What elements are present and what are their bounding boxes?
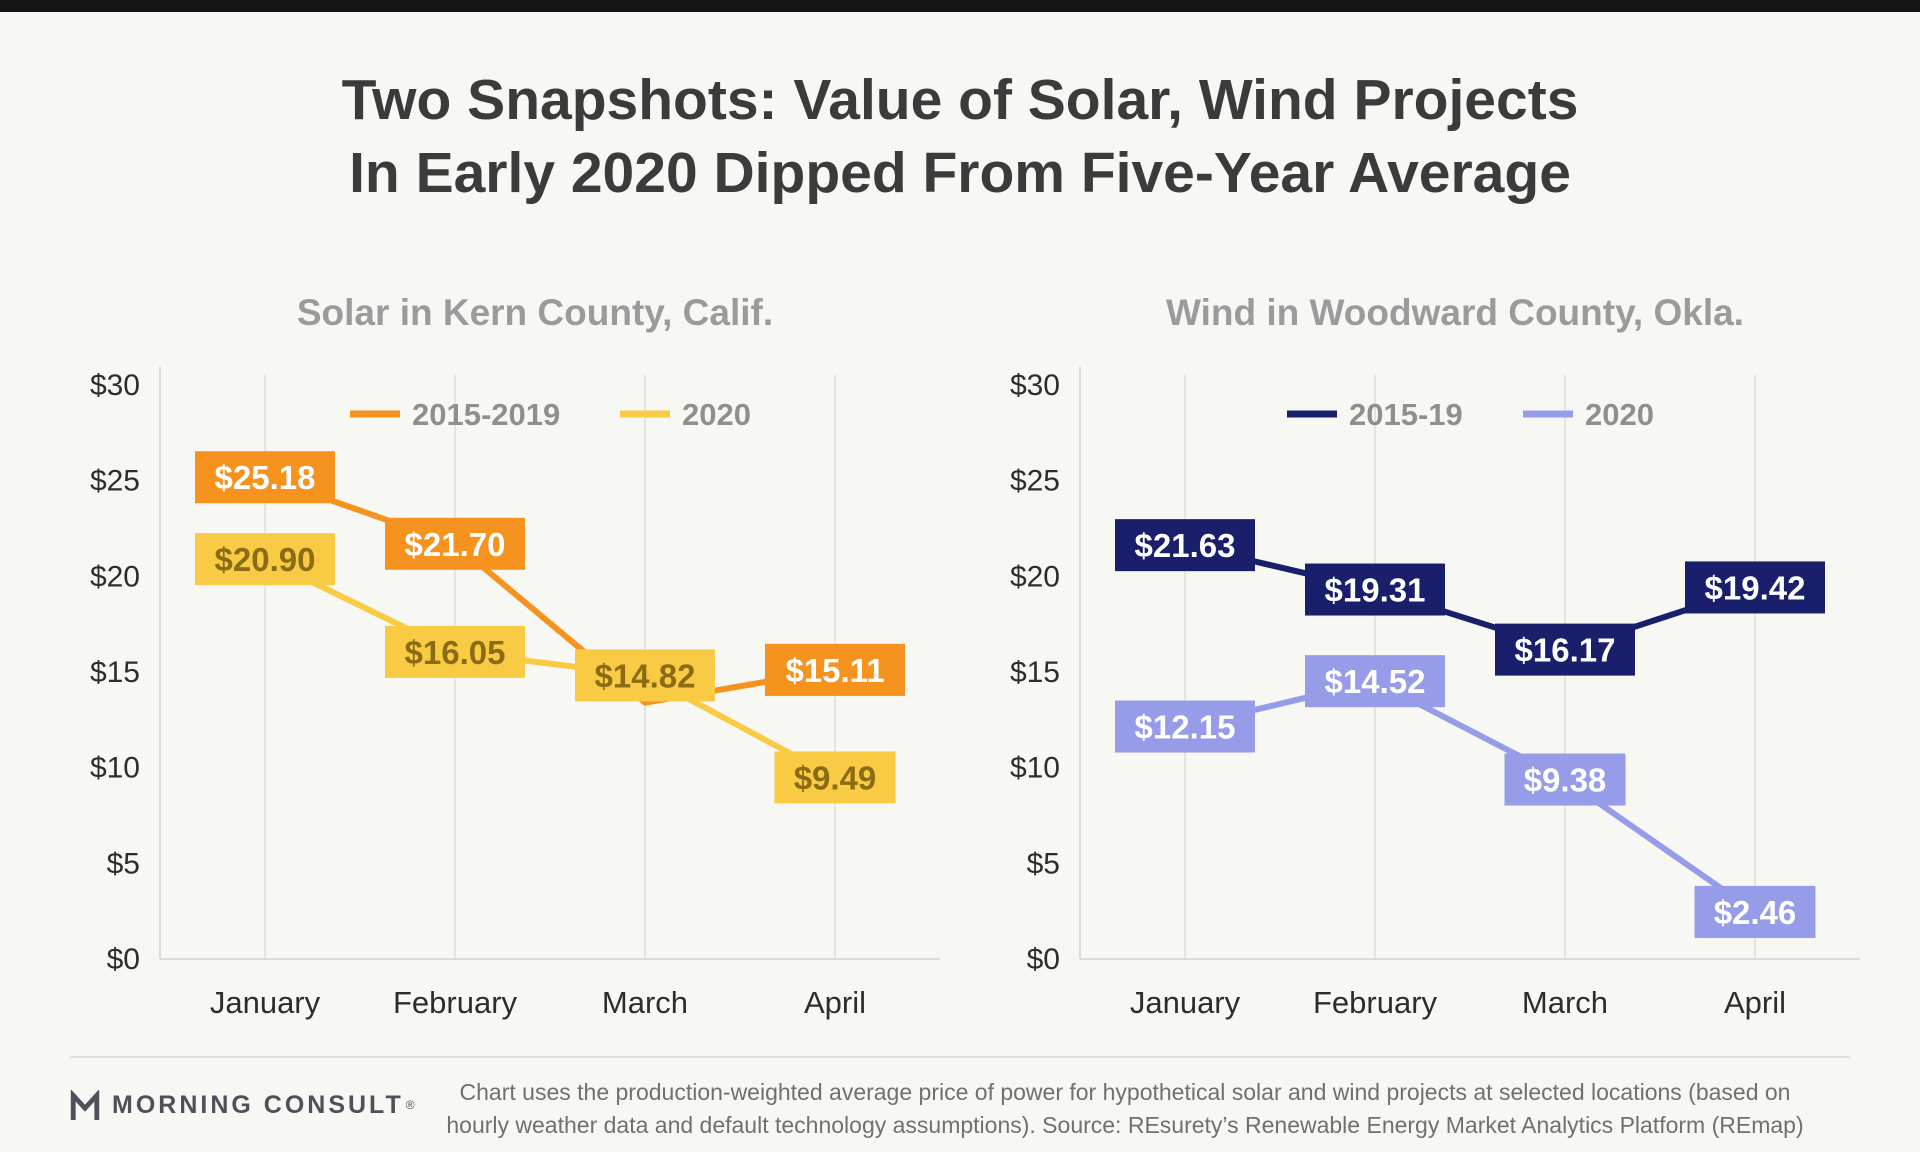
page-title-line-2: In Early 2020 Dipped From Five-Year Aver… — [349, 140, 1571, 205]
svg-text:March: March — [602, 985, 688, 1020]
top-accent-bar — [0, 0, 1920, 12]
svg-text:$14.82: $14.82 — [595, 657, 696, 694]
svg-text:March: March — [1522, 985, 1608, 1020]
svg-text:$20: $20 — [1010, 560, 1060, 593]
svg-text:$15.11: $15.11 — [785, 652, 884, 689]
source-note-line-1: Chart uses the production-weighted avera… — [459, 1079, 1791, 1105]
svg-text:January: January — [1130, 985, 1241, 1020]
svg-text:$21.63: $21.63 — [1135, 527, 1236, 564]
solar-chart-panel: Solar in Kern County, Calif. $0 $5 $10 $15 $… — [40, 292, 960, 1052]
svg-text:$30: $30 — [1010, 369, 1060, 402]
brand-name: MORNING CONSULT — [112, 1090, 404, 1119]
source-note: Chart uses the production-weighted avera… — [400, 1076, 1850, 1143]
svg-text:$25: $25 — [1010, 465, 1060, 498]
svg-text:$9.49: $9.49 — [794, 759, 877, 796]
svg-text:$14.52: $14.52 — [1325, 663, 1426, 700]
svg-text:$25.18: $25.18 — [215, 459, 316, 496]
svg-text:2020: 2020 — [682, 397, 751, 432]
svg-text:$5: $5 — [1027, 847, 1060, 880]
svg-text:$30: $30 — [90, 369, 140, 402]
svg-text:$15: $15 — [90, 656, 140, 689]
svg-text:$16.17: $16.17 — [1515, 632, 1616, 669]
svg-text:2015-2019: 2015-2019 — [412, 397, 560, 432]
solar-chart-title: Solar in Kern County, Calif. — [296, 292, 774, 333]
svg-text:2015-19: 2015-19 — [1349, 397, 1463, 432]
wind-chart-panel: Wind in Woodward County, Okla. $0 $5 $10 $1… — [960, 292, 1880, 1052]
source-note-line-2: hourly weather data and default technolo… — [446, 1112, 1804, 1139]
svg-text:April: April — [804, 985, 866, 1020]
svg-text:April: April — [1724, 985, 1786, 1020]
page-title-line-1: Two Snapshots: Value of Solar, Wind Proj… — [341, 68, 1579, 132]
svg-text:2020: 2020 — [1585, 397, 1654, 432]
svg-text:$15: $15 — [1010, 656, 1060, 689]
svg-text:$10: $10 — [90, 752, 140, 785]
svg-text:$10: $10 — [1010, 752, 1060, 785]
solar-chart: $0 $5 $10 $15 $20 $25 $30 January February March A… — [90, 367, 940, 1020]
svg-text:$19.42: $19.42 — [1705, 569, 1806, 606]
svg-text:February: February — [393, 985, 518, 1020]
registered-mark: ® — [405, 1098, 415, 1112]
svg-text:$21.70: $21.70 — [405, 526, 506, 563]
svg-text:$9.38: $9.38 — [1524, 762, 1607, 799]
wind-chart-title: Wind in Woodward County, Okla. — [1166, 292, 1744, 333]
morning-consult-logo: MORNING CONSULT ® — [70, 1090, 415, 1120]
svg-text:$12.15: $12.15 — [1135, 709, 1236, 746]
svg-text:$0: $0 — [107, 943, 140, 976]
svg-text:$25: $25 — [90, 465, 140, 498]
svg-text:$19.31: $19.31 — [1325, 572, 1426, 609]
page-title: Two Snapshots: Value of Solar, Wind Proj… — [0, 64, 1920, 210]
svg-text:$5: $5 — [107, 847, 140, 880]
svg-text:$2.46: $2.46 — [1714, 894, 1797, 931]
svg-text:February: February — [1313, 985, 1438, 1020]
svg-text:$20.90: $20.90 — [215, 541, 316, 578]
footer-divider — [70, 1056, 1850, 1058]
svg-text:January: January — [210, 985, 321, 1020]
svg-text:$20: $20 — [90, 560, 140, 593]
morning-consult-m-icon — [70, 1090, 100, 1120]
svg-text:$0: $0 — [1027, 943, 1060, 976]
svg-text:$16.05: $16.05 — [405, 634, 506, 671]
wind-chart: $0 $5 $10 $15 $20 $25 $30 January February March A… — [1010, 367, 1860, 1020]
